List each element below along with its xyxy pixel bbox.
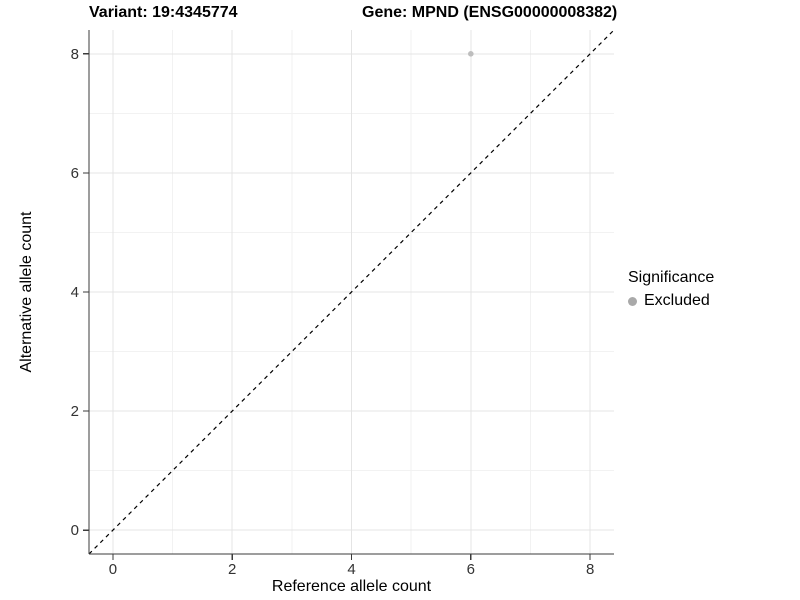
- y-tick-label: 8: [71, 46, 79, 63]
- y-tick-label: 2: [71, 403, 79, 420]
- y-tick-label: 0: [71, 522, 79, 539]
- x-tick-label: 6: [467, 561, 475, 578]
- x-tick-label: 2: [228, 561, 236, 578]
- legend-key-dot-icon: [628, 296, 637, 306]
- variant-title: Variant: 19:4345774: [89, 4, 238, 21]
- legend: Significance Excluded: [628, 268, 714, 311]
- legend-item-label: Excluded: [644, 292, 710, 309]
- legend-title: Significance: [628, 269, 715, 286]
- x-tick-label: 4: [347, 561, 355, 578]
- gene-title: Gene: MPND (ENSG00000008382): [362, 4, 618, 21]
- data-point: [468, 51, 474, 57]
- y-tick-label: 4: [71, 284, 79, 301]
- x-tick-label: 0: [109, 561, 117, 578]
- identity-dashed-line: [88, 29, 615, 555]
- y-tick-label: 6: [71, 165, 79, 182]
- x-axis-label: Reference allele count: [271, 578, 432, 595]
- x-tick-label: 8: [586, 561, 594, 578]
- legend-item-excluded: Excluded: [628, 291, 714, 311]
- y-axis-label: Alternative allele count: [18, 211, 35, 373]
